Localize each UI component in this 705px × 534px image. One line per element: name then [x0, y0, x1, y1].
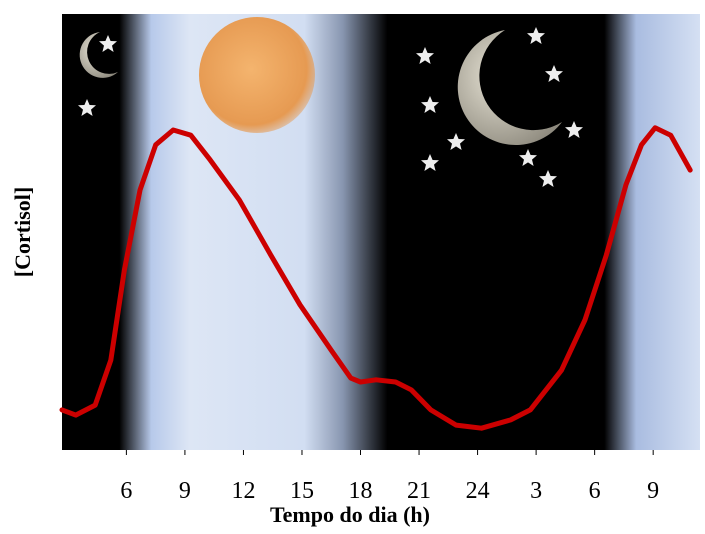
x-axis-title: Tempo do dia (h) — [270, 502, 430, 527]
x-tick-label: 6 — [589, 478, 601, 504]
x-tick-label: 3 — [530, 478, 542, 504]
x-tick-label: 9 — [179, 478, 191, 504]
chart: Tempo do dia (h) [Cortisol] 6 9 12 15 18 21 24… — [0, 0, 705, 529]
x-tick-label: 18 — [349, 478, 373, 504]
x-tick-label: 12 — [231, 478, 255, 504]
x-tick-label: 6 — [120, 478, 132, 504]
x-tick-label: 24 — [466, 478, 490, 504]
x-tick-label: 15 — [290, 478, 314, 504]
x-tick-label: 9 — [647, 478, 659, 504]
x-tick-label: 21 — [407, 478, 431, 504]
background — [62, 14, 700, 450]
y-axis-title: [Cortisol] — [10, 187, 35, 277]
